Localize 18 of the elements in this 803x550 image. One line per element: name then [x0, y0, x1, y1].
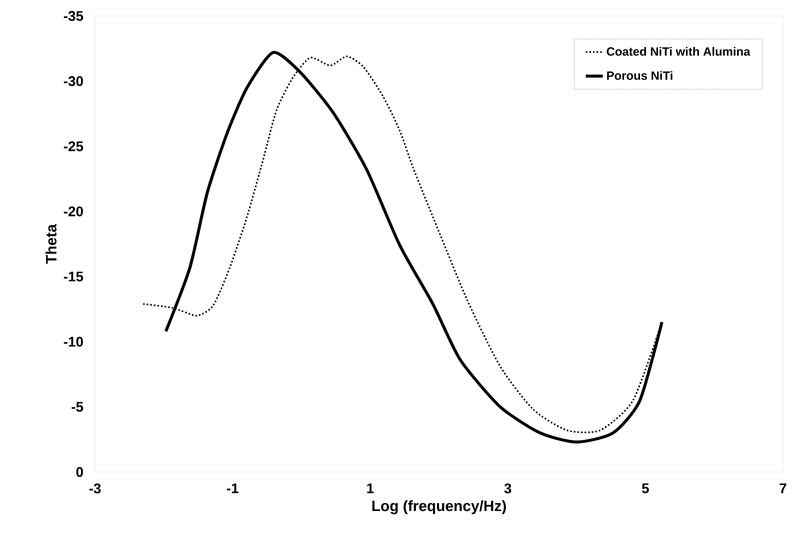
legend-label: Porous NiTi	[607, 71, 672, 80]
y-tick-label: -10	[64, 336, 83, 347]
x-tick-label: 3	[504, 483, 512, 494]
x-tick-label: 5	[642, 484, 649, 494]
x-tick-label: -1	[226, 484, 238, 494]
y-tick-label: -20	[64, 206, 83, 216]
y-tick-label: -30	[64, 76, 83, 86]
legend-label: Coated NiTi with Alumina	[606, 46, 750, 56]
x-axis-title: Log (frequency/Hz)	[372, 500, 506, 514]
y-tick-label: -15	[64, 272, 84, 282]
x-tick-label: 7	[780, 484, 786, 494]
y-tick-label: -35	[64, 11, 84, 21]
y-axis-title: Theta	[46, 224, 57, 264]
y-tick-label: 0	[76, 467, 83, 477]
x-tick-label: 1	[367, 484, 374, 494]
x-tick-label: -3	[89, 483, 101, 494]
y-tick-label: -25	[64, 141, 84, 152]
y-tick-label: -5	[72, 402, 84, 412]
